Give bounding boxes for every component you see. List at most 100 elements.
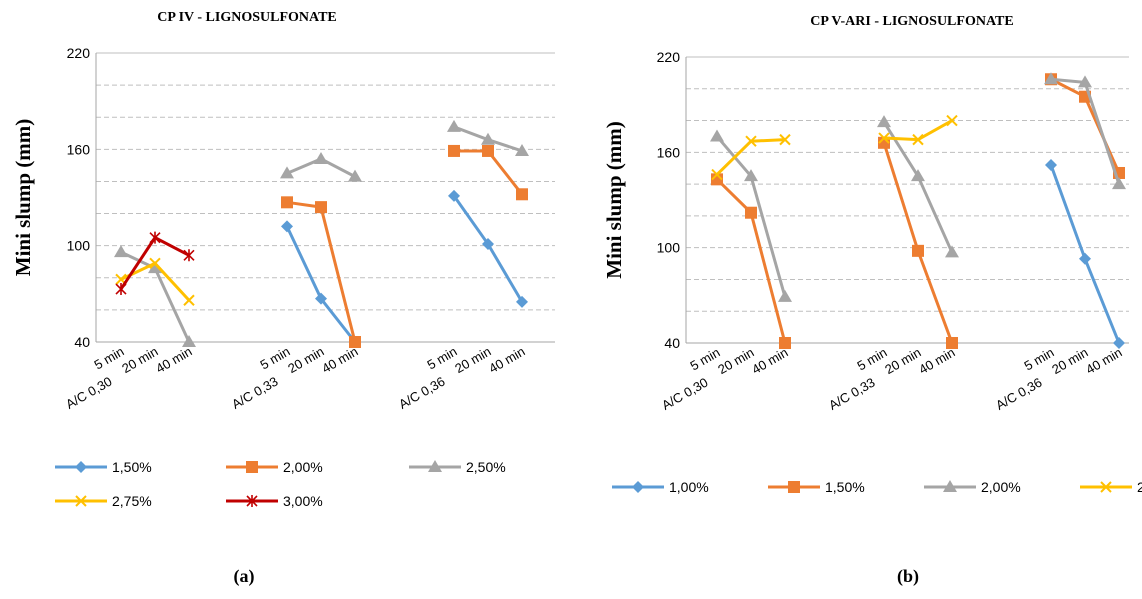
data-point <box>447 119 461 132</box>
data-point <box>349 336 361 348</box>
x-tick-label: 40 min <box>319 344 360 377</box>
x-group-label: A/C 0,33 <box>826 375 877 413</box>
data-point <box>182 335 196 347</box>
legend-label: 1,50% <box>112 459 152 475</box>
legend-item: 3,00% <box>226 493 323 509</box>
legend-item: 2,50% <box>409 459 506 475</box>
data-point <box>148 261 162 274</box>
data-point <box>878 132 890 144</box>
series-2,00% <box>710 72 1126 302</box>
data-point <box>945 245 959 258</box>
x-tick-label: 20 min <box>119 344 160 377</box>
x-tick-label: 20 min <box>715 345 756 378</box>
data-point <box>745 206 757 219</box>
data-point <box>1078 75 1092 88</box>
x-group-label: A/C 0,30 <box>63 374 114 412</box>
series-2,50% <box>114 119 529 347</box>
y-tick-label: 220 <box>67 45 91 61</box>
chart-title: CP IV - LIGNOSULFONATE <box>157 10 337 25</box>
data-point <box>448 144 460 157</box>
x-tick-label: 40 min <box>916 345 957 378</box>
legend-label: 1,50% <box>825 479 865 495</box>
chart-b: CP V-ARI - LIGNOSULFONATE Mini slump (mm)… <box>602 14 1142 587</box>
legend-label: 2,50% <box>466 459 506 475</box>
y-tick-label: 220 <box>657 49 681 65</box>
legend-label: 2,50% <box>1137 479 1142 495</box>
chart-title: CP V-ARI - LIGNOSULFONATE <box>810 14 1013 29</box>
legend-item: 1,00% <box>612 479 709 495</box>
legend-marker <box>632 481 644 493</box>
figure-caption: (b) <box>897 566 919 587</box>
data-point <box>183 249 195 262</box>
y-tick-label: 100 <box>67 238 91 254</box>
x-tick-label: 40 min <box>486 344 527 377</box>
data-point <box>1113 337 1125 349</box>
legend-marker <box>788 481 800 493</box>
data-point <box>183 294 195 306</box>
series-1,00% <box>1045 159 1125 349</box>
data-point <box>912 133 924 146</box>
data-point <box>1112 177 1126 190</box>
data-point <box>711 168 723 181</box>
data-point <box>348 169 362 182</box>
legend-label: 3,00% <box>283 493 323 509</box>
data-point <box>482 238 494 251</box>
x-tick-label: 40 min <box>153 344 194 377</box>
x-group-label: A/C 0,36 <box>993 375 1044 413</box>
x-tick-label: 20 min <box>452 344 493 377</box>
data-point <box>779 133 791 146</box>
data-point <box>744 169 758 182</box>
series-2,50% <box>711 114 958 181</box>
data-point <box>1079 252 1091 265</box>
data-point <box>946 337 958 349</box>
legend-item: 2,00% <box>226 459 323 475</box>
data-point <box>779 337 791 349</box>
x-tick-label: 40 min <box>749 345 790 378</box>
x-group-label: A/C 0,36 <box>396 374 447 412</box>
legend-item: 2,00% <box>924 479 1021 495</box>
y-tick-label: 160 <box>657 144 681 160</box>
data-point <box>481 132 495 145</box>
data-point <box>877 115 891 128</box>
legend-label: 2,00% <box>283 459 323 475</box>
legend-item: 1,50% <box>768 479 865 495</box>
x-group-label: A/C 0,33 <box>229 374 280 412</box>
data-point <box>280 166 294 179</box>
legend-label: 2,00% <box>981 479 1021 495</box>
data-point <box>149 257 161 270</box>
legend-marker <box>1100 481 1112 493</box>
series-1,50% <box>281 189 528 348</box>
x-tick-label: 20 min <box>1049 345 1090 378</box>
legend-item: 2,75% <box>55 493 152 509</box>
x-tick-label: 20 min <box>285 344 326 377</box>
data-point <box>1044 72 1058 85</box>
x-tick-label: 40 min <box>1083 345 1124 378</box>
data-point <box>516 188 528 201</box>
series-2,00% <box>281 144 528 348</box>
legend-label: 2,75% <box>112 493 152 509</box>
data-point <box>745 135 757 147</box>
legend-marker <box>246 461 258 473</box>
y-tick-label: 160 <box>67 141 91 157</box>
legend-marker <box>75 495 87 507</box>
series-line <box>285 225 357 343</box>
series-line <box>454 149 524 196</box>
legend-label: 1,00% <box>669 479 709 495</box>
figure-caption: (a) <box>234 566 255 587</box>
data-point <box>778 289 792 302</box>
data-point <box>314 151 328 164</box>
data-point <box>281 220 293 233</box>
series-line <box>286 200 357 343</box>
data-point <box>482 144 494 157</box>
data-point <box>516 295 528 308</box>
data-point <box>515 143 529 156</box>
y-tick-label: 100 <box>657 240 681 256</box>
data-point <box>710 129 724 142</box>
x-group-label: A/C 0,30 <box>659 375 710 413</box>
data-point <box>115 283 127 296</box>
data-point <box>911 169 925 182</box>
data-point <box>315 201 327 214</box>
data-point <box>315 292 327 305</box>
legend-marker <box>246 495 258 507</box>
